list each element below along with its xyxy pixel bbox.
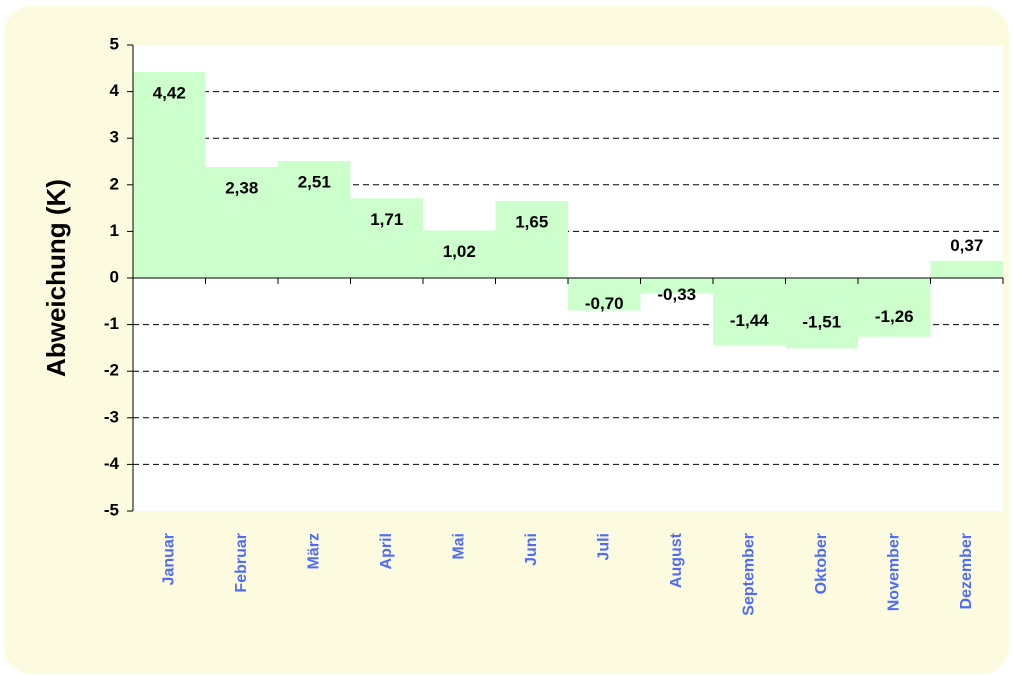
value-label: 2,51 [298,173,331,192]
value-label: 1,65 [515,213,548,232]
y-tick-label: -3 [104,407,119,426]
x-tick-label: Januar [160,533,177,585]
y-tick-label: -2 [104,361,119,380]
y-tick-label: 1 [110,221,119,240]
value-label: 1,02 [443,242,476,261]
value-label: -1,26 [875,307,914,326]
value-label: -1,44 [730,311,769,330]
x-tick-label: Mai [450,533,467,560]
y-tick-label: 3 [110,128,119,147]
value-label: 2,38 [225,179,258,198]
value-label: 0,37 [950,236,983,255]
y-tick-label: -4 [104,454,120,473]
x-tick-label: März [305,533,322,569]
bar [495,201,568,278]
x-tick-label: April [378,533,395,569]
bar [930,260,1003,278]
x-tick-label: November [885,533,902,611]
value-label: 4,42 [153,84,186,103]
y-tick-label: -5 [104,500,119,519]
y-tick-label: 5 [110,34,119,53]
y-tick-label: 4 [110,81,120,100]
y-axis-label: Abweichung (K) [41,179,71,377]
bar [133,72,206,278]
x-tick-label: Juli [595,533,612,561]
bar [858,278,931,337]
bar [278,161,351,278]
value-label: 1,71 [370,210,403,229]
bar [423,230,496,278]
value-label: -0,70 [585,294,624,313]
x-tick-label: Februar [233,533,250,593]
y-tick-label: 2 [110,174,119,193]
x-tick-label: Juni [523,533,540,566]
y-tick-label: 0 [110,267,119,286]
bar [205,167,278,278]
x-tick-label: August [668,532,685,588]
y-tick-label: -1 [104,314,119,333]
bar [640,278,713,294]
value-label: -0,33 [657,285,696,304]
bar [713,278,786,346]
x-tick-label: September [740,533,757,616]
bar [350,198,423,278]
bar [785,278,858,349]
x-tick-label: Dezember [958,533,975,609]
x-tick-label: Oktober [813,533,830,594]
value-label: -1,51 [802,313,841,332]
bar [568,278,641,311]
